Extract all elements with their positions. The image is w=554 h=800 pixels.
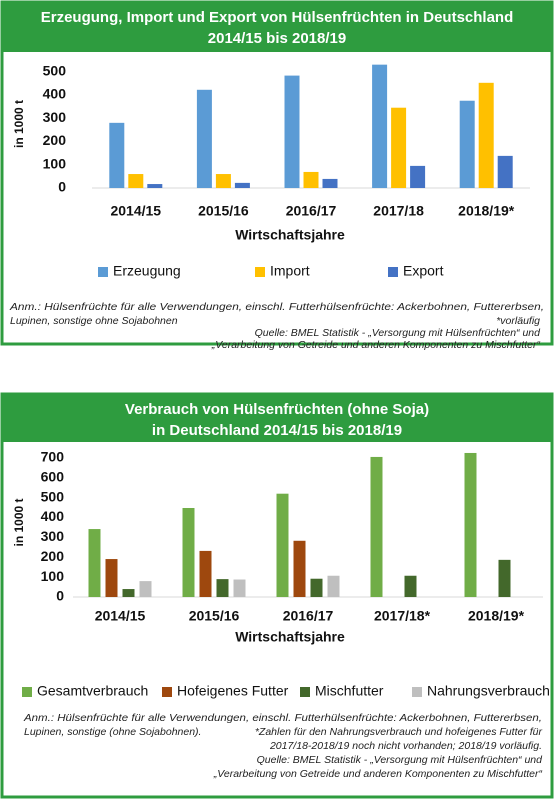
- x-tick-label: 2015/16: [198, 203, 249, 219]
- bar: [497, 155, 513, 188]
- bar: [215, 174, 231, 188]
- annotation: Lupinen, sonstige (ohne Sojabohnen).: [24, 726, 201, 738]
- annotation: *vorläufig: [496, 315, 540, 327]
- bar: [139, 581, 152, 597]
- y-tick-label: 500: [41, 488, 65, 504]
- bar: [410, 165, 426, 188]
- bar: [182, 507, 195, 597]
- y-tick-label: 400: [41, 508, 65, 524]
- bar: [276, 493, 289, 597]
- annotation: 2017/18-2018/19 noch nicht vorhanden; 20…: [269, 740, 542, 752]
- bar: [105, 559, 118, 597]
- bar: [234, 182, 250, 188]
- bar: [391, 107, 407, 188]
- legend-swatch: [22, 687, 32, 697]
- bar: [322, 178, 338, 188]
- x-tick-label: 2017/18*: [374, 608, 431, 624]
- y-axis-label: in 1000 t: [12, 100, 26, 148]
- y-axis-label: in 1000 t: [12, 498, 26, 546]
- x-tick-label: 2016/17: [286, 203, 337, 219]
- annotation: „Verarbeitung von Getreide und anderen K…: [213, 768, 543, 780]
- y-tick-label: 0: [58, 179, 66, 195]
- annotation: Anm.: Hülsenfrüchte für alle Verwendunge…: [9, 301, 544, 313]
- annotation: „Verarbeitung von Getreide und anderen K…: [211, 339, 541, 351]
- legend-label: Gesamtverbrauch: [37, 683, 148, 699]
- legend-label: Nahrungsverbrauch: [427, 683, 550, 699]
- bar: [370, 456, 383, 597]
- legend-label: Import: [270, 263, 310, 279]
- chart-subtitle: 2014/15 bis 2018/19: [208, 30, 346, 47]
- bar: [293, 540, 306, 597]
- x-tick-label: 2018/19*: [468, 608, 525, 624]
- legend-swatch: [162, 687, 172, 697]
- legend-swatch: [255, 267, 265, 277]
- legend-swatch: [300, 687, 310, 697]
- annotation: *Zahlen für den Nahrungsverbrauch und ho…: [255, 726, 543, 738]
- chart-title: Erzeugung, Import und Export von Hülsenf…: [41, 9, 514, 26]
- y-tick-label: 200: [41, 548, 65, 564]
- y-tick-label: 600: [41, 469, 65, 485]
- bar: [310, 578, 323, 597]
- x-tick-label: 2016/17: [283, 608, 334, 624]
- bar: [216, 579, 229, 597]
- annotation: Quelle: BMEL Statistik - „Versorgung mit…: [255, 327, 542, 339]
- bar: [128, 174, 144, 188]
- bar: [478, 82, 494, 188]
- bar: [498, 559, 511, 597]
- y-tick-label: 700: [41, 449, 65, 465]
- bar: [303, 171, 319, 188]
- legend-label: Erzeugung: [113, 263, 181, 279]
- bar: [404, 575, 417, 597]
- x-axis-label: Wirtschaftsjahre: [235, 227, 345, 243]
- x-tick-label: 2014/15: [110, 203, 161, 219]
- legend-label: Mischfutter: [315, 683, 384, 699]
- x-tick-label: 2017/18: [373, 203, 424, 219]
- legend-swatch: [412, 687, 422, 697]
- y-tick-label: 500: [43, 62, 67, 78]
- x-axis-label: Wirtschaftsjahre: [235, 629, 345, 645]
- bar: [88, 529, 101, 597]
- y-tick-label: 100: [43, 155, 67, 171]
- bar: [459, 100, 475, 188]
- y-tick-label: 0: [56, 588, 64, 604]
- bar: [464, 452, 477, 597]
- y-tick-label: 300: [43, 109, 67, 125]
- x-tick-label: 2018/19*: [458, 203, 515, 219]
- bar: [196, 89, 212, 188]
- bar: [109, 122, 125, 188]
- legend-label: Export: [403, 263, 444, 279]
- annotation: Anm.: Hülsenfrüchte für alle Verwendunge…: [23, 712, 542, 724]
- x-tick-label: 2015/16: [189, 608, 240, 624]
- bar: [199, 550, 212, 597]
- x-tick-label: 2014/15: [95, 608, 146, 624]
- bar: [284, 75, 300, 188]
- bar: [233, 579, 246, 597]
- legend-label: Hofeigenes Futter: [177, 683, 289, 699]
- annotation: Quelle: BMEL Statistik - „Versorgung mit…: [257, 754, 544, 766]
- y-tick-label: 200: [43, 132, 67, 148]
- y-tick-label: 100: [41, 568, 65, 584]
- bar: [122, 589, 135, 597]
- bar: [147, 184, 163, 188]
- bar: [372, 64, 388, 188]
- chart-subtitle: in Deutschland 2014/15 bis 2018/19: [152, 422, 402, 439]
- legend-swatch: [388, 267, 398, 277]
- annotation: Lupinen, sonstige ohne Sojabohnen: [10, 315, 178, 327]
- y-tick-label: 300: [41, 528, 65, 544]
- bar: [327, 575, 340, 597]
- panel-header: [2, 2, 552, 52]
- y-tick-label: 400: [43, 86, 67, 102]
- legend-swatch: [98, 267, 108, 277]
- panel-header: [2, 394, 552, 442]
- chart-title: Verbrauch von Hülsenfrüchten (ohne Soja): [125, 401, 429, 418]
